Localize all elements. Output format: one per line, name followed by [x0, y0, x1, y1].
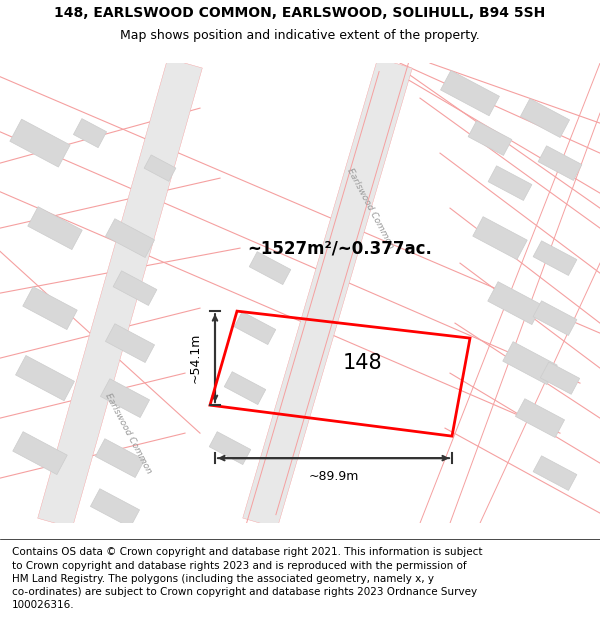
Polygon shape: [106, 324, 155, 362]
Polygon shape: [520, 99, 569, 138]
Polygon shape: [473, 217, 527, 259]
Text: ~89.9m: ~89.9m: [308, 469, 359, 482]
Polygon shape: [91, 489, 140, 528]
Text: Map shows position and indicative extent of the property.: Map shows position and indicative extent…: [120, 29, 480, 42]
Polygon shape: [23, 287, 77, 329]
Text: 148: 148: [343, 352, 382, 372]
Polygon shape: [144, 155, 176, 181]
Text: ~1527m²/~0.377ac.: ~1527m²/~0.377ac.: [248, 239, 433, 257]
Polygon shape: [209, 432, 251, 464]
Text: ~54.1m: ~54.1m: [188, 333, 202, 383]
Polygon shape: [468, 121, 512, 156]
Polygon shape: [38, 58, 202, 528]
Polygon shape: [28, 207, 82, 249]
Text: Earlswood Common: Earlswood Common: [345, 166, 395, 250]
Polygon shape: [13, 432, 67, 474]
Text: Earlswood Common: Earlswood Common: [103, 391, 153, 475]
Polygon shape: [16, 356, 74, 401]
Polygon shape: [538, 146, 582, 181]
Polygon shape: [73, 119, 107, 148]
Polygon shape: [533, 301, 577, 336]
Polygon shape: [488, 166, 532, 201]
Polygon shape: [503, 342, 557, 384]
Polygon shape: [234, 312, 276, 344]
Polygon shape: [243, 58, 412, 528]
Text: Contains OS data © Crown copyright and database right 2021. This information is : Contains OS data © Crown copyright and d…: [12, 548, 482, 610]
Polygon shape: [100, 379, 149, 418]
Polygon shape: [533, 241, 577, 276]
Polygon shape: [113, 271, 157, 306]
Polygon shape: [10, 119, 70, 167]
Polygon shape: [515, 399, 565, 437]
Polygon shape: [533, 456, 577, 491]
Polygon shape: [440, 71, 499, 116]
Polygon shape: [249, 252, 291, 284]
Polygon shape: [224, 372, 266, 404]
Polygon shape: [488, 282, 542, 324]
Polygon shape: [106, 219, 155, 258]
Polygon shape: [541, 362, 580, 394]
Polygon shape: [95, 439, 145, 478]
Text: 148, EARLSWOOD COMMON, EARLSWOOD, SOLIHULL, B94 5SH: 148, EARLSWOOD COMMON, EARLSWOOD, SOLIHU…: [55, 6, 545, 20]
